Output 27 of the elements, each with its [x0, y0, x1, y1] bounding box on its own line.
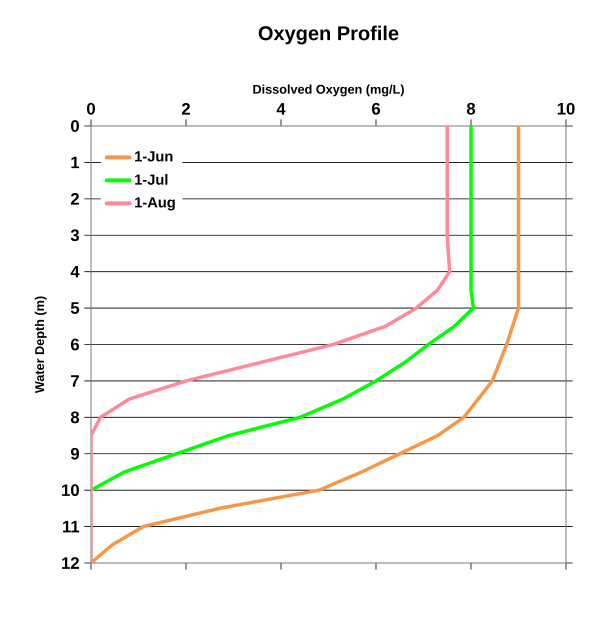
line-series: [91, 126, 452, 563]
x-axis-title: Dissolved Oxygen (mg/L): [253, 84, 404, 96]
x-tick-label: 6: [372, 102, 380, 115]
y-tick-label: 4: [70, 266, 80, 278]
y-tick-label: 3: [70, 229, 80, 242]
y-tick-label: 8: [70, 411, 80, 424]
x-tick-label: 8: [466, 102, 476, 115]
y-tick-label: 2: [70, 193, 79, 205]
y-tick-label: 7: [71, 375, 79, 387]
x-tick-label: 4: [276, 103, 286, 115]
y-tick-label: 11: [63, 520, 80, 532]
legend-label: 1-Jun: [135, 151, 172, 162]
y-tick-label: 5: [70, 302, 80, 314]
legend-label: 1-Jul: [135, 174, 168, 185]
legend-label: 1-Aug: [135, 197, 175, 211]
x-tick-label: 10: [558, 102, 575, 115]
y-tick-label: 9: [70, 448, 80, 460]
y-tick-label: 6: [70, 338, 80, 350]
line-series: [91, 126, 476, 492]
y-tick-label: 12: [62, 557, 79, 569]
x-tick-label: 0: [87, 102, 95, 115]
y-axis-title: Water Depth (m): [34, 296, 47, 394]
chart-title: Oxygen Profile: [258, 26, 398, 44]
y-tick-label: 1: [71, 156, 80, 168]
x-tick-label: 2: [182, 103, 190, 115]
y-tick-label: 10: [62, 484, 79, 496]
y-tick-label: 0: [71, 120, 79, 132]
